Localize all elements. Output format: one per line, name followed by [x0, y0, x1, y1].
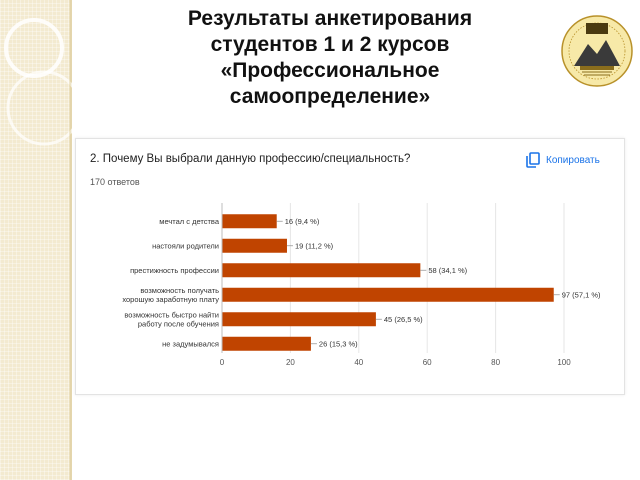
x-tick-label: 100: [557, 358, 571, 367]
category-label: настояли родители: [152, 241, 219, 250]
x-tick-label: 60: [423, 358, 432, 367]
data-label: 45 (26,5 %): [384, 315, 423, 324]
copy-button[interactable]: Копировать: [526, 152, 600, 168]
x-tick-label: 80: [491, 358, 500, 367]
title-line: студентов 1 и 2 курсов: [210, 33, 450, 56]
decorative-circles: [4, 0, 82, 480]
title-line: Результаты анкетирования: [187, 7, 473, 30]
category-label: возможность быстро найти работу после обу…: [124, 310, 219, 328]
data-label: 26 (15,3 %): [319, 340, 358, 349]
bar: [222, 312, 376, 327]
x-tick-label: 40: [354, 358, 363, 367]
copy-icon: [526, 152, 540, 168]
form-results-card: 2. Почему Вы выбрали данную профессию/сп…: [75, 138, 625, 395]
data-label: 58 (34,1 %): [428, 266, 467, 275]
decorative-strip: [0, 0, 70, 480]
question-title: 2. Почему Вы выбрали данную профессию/сп…: [90, 153, 411, 165]
x-tick-label: 20: [286, 358, 295, 367]
bar: [222, 287, 554, 302]
category-label: не задумывался: [162, 339, 219, 348]
bar: [222, 336, 311, 351]
x-tick-label: 0: [220, 358, 225, 367]
data-label: 19 (11,2 %): [295, 242, 334, 251]
category-label: возможность получать хорошую заработную п…: [122, 286, 219, 304]
bar: [222, 214, 277, 229]
category-label: престижность профессии: [130, 266, 219, 275]
slide-title: Результаты анкетирования студентов 1 и 2…: [140, 6, 520, 110]
title-line: «Профессиональное: [220, 59, 440, 82]
title-line: самоопределение»: [229, 85, 431, 108]
strip-edge: [70, 0, 72, 480]
response-count: 170 ответов: [90, 177, 140, 187]
bar-chart: 0 20 40 60 80 100 мечтал с детства 16 (9,4 %) на…: [122, 203, 601, 367]
copy-label: Копировать: [546, 154, 600, 166]
category-label: мечтал с детства: [159, 217, 220, 226]
bar: [222, 263, 421, 278]
data-label: 16 (9,4 %): [285, 217, 320, 226]
data-label: 97 (57,1 %): [562, 291, 601, 300]
college-emblem-logo: [561, 15, 633, 87]
bar: [222, 238, 287, 253]
